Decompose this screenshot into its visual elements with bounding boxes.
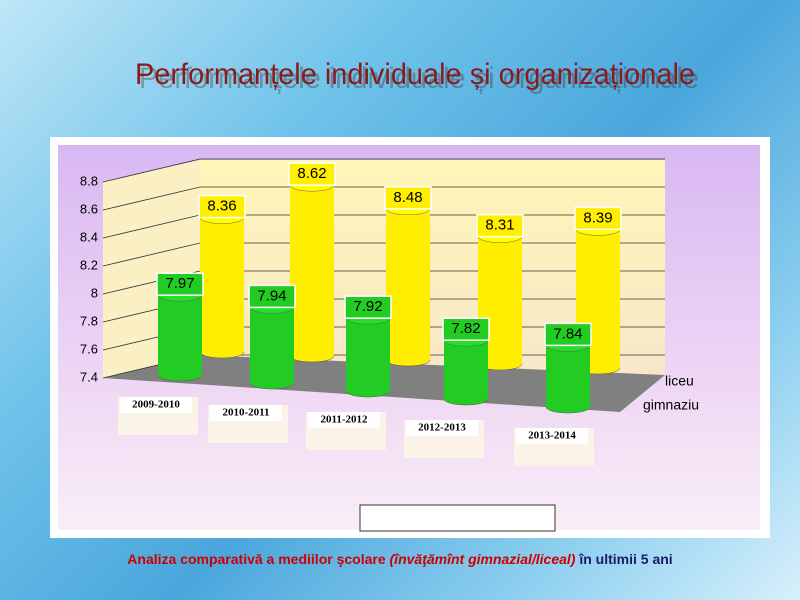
data-label-box [248, 284, 296, 309]
x-tick-label: 2009-2010 [132, 399, 180, 411]
data-label-box [198, 194, 246, 219]
y-tick-label: 8.4 [80, 229, 98, 244]
bar [444, 340, 488, 399]
bar [290, 185, 334, 356]
y-tick-label: 8 [91, 285, 98, 300]
data-label: 8.31 [485, 217, 514, 234]
caption-part: Analiza comparativă a mediilor şcolare [127, 551, 386, 567]
chart-title: Performanțele individuale și organizațio… [135, 58, 695, 91]
data-label-box [288, 162, 336, 186]
data-label: 8.48 [393, 189, 422, 206]
x-tick-label-box [120, 397, 192, 413]
y-tick-label: 7.6 [80, 341, 98, 356]
x-tick-label-box [210, 405, 282, 421]
x-tick-label: 2010-2011 [222, 407, 269, 419]
legend [359, 504, 556, 532]
x-tick-label-box [516, 428, 588, 444]
bar [346, 318, 390, 391]
data-label-box [442, 317, 490, 341]
grid-line [102, 158, 665, 183]
chart: 7.4 7.6 7.8 8 8.2 8.4 8.6 8.8 8.36 8.62 8.48 8.31 8.… [80, 158, 699, 525]
data-label-box [384, 186, 432, 210]
y-tick-label: 8.8 [80, 173, 98, 188]
data-label: 7.92 [353, 298, 382, 315]
y-tick-label: 7.8 [80, 313, 98, 328]
y-tick-label: 8.6 [80, 201, 98, 216]
data-label: 8.39 [583, 209, 612, 226]
data-label-box [344, 295, 392, 319]
caption: Analiza comparativă a mediilor şcolare (… [127, 551, 672, 567]
y-tick-label: 8.2 [80, 257, 98, 272]
y-tick-label: 7.4 [80, 369, 98, 384]
bar [250, 307, 294, 383]
bar [200, 217, 244, 352]
data-label: 7.84 [553, 325, 582, 342]
data-label: 7.97 [165, 275, 194, 292]
x-tick-label: 2012-2013 [418, 422, 466, 434]
bar [158, 295, 202, 375]
data-label: 8.62 [297, 165, 326, 182]
x-tick-label: 2011-2012 [320, 414, 368, 426]
data-label: 7.82 [451, 320, 480, 337]
data-label: 8.36 [207, 198, 236, 215]
data-label-box [574, 206, 622, 231]
grid-line [102, 186, 665, 211]
depth-label: gimnaziu [643, 397, 699, 413]
depth-label: liceu [665, 373, 694, 389]
title-shadow: Performanțele individuale și organizațio… [139, 62, 699, 95]
x-tick-label-box [308, 412, 380, 428]
caption-part: (învăţămînt gimnazial/liceal) [390, 551, 576, 567]
data-label: 7.94 [257, 287, 286, 304]
bar [546, 345, 590, 407]
x-tick-label-box [406, 420, 478, 436]
data-label-box [156, 272, 204, 296]
data-label-box [476, 213, 524, 238]
caption-part: în ultimii 5 ani [578, 551, 672, 567]
x-tick-label: 2013-2014 [528, 430, 576, 442]
bar [386, 208, 430, 360]
data-label-box [544, 322, 592, 347]
